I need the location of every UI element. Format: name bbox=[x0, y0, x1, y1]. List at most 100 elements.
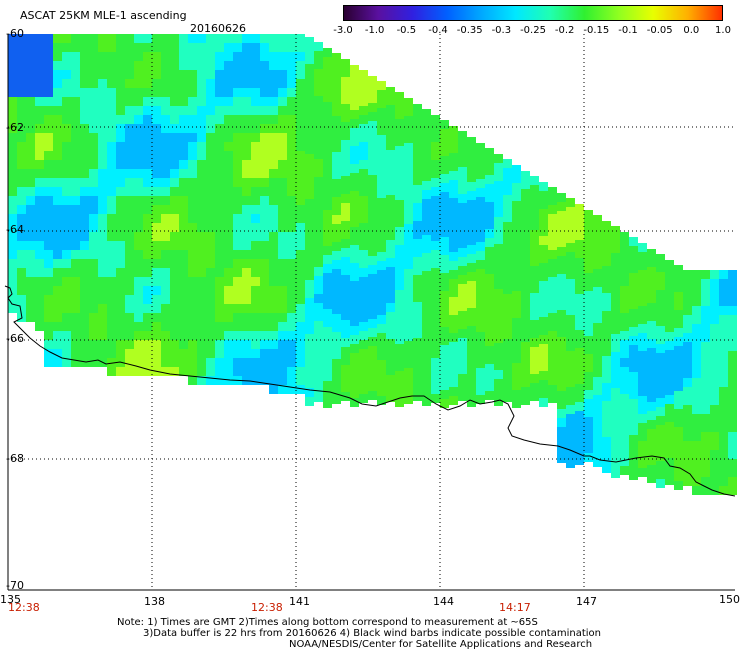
data-cell bbox=[26, 88, 35, 97]
data-cell bbox=[611, 460, 620, 469]
data-cell bbox=[368, 175, 377, 184]
data-cell bbox=[656, 461, 665, 470]
data-cell bbox=[152, 97, 161, 106]
data-cell bbox=[152, 34, 161, 43]
data-cell bbox=[350, 245, 359, 254]
data-cell bbox=[557, 400, 566, 409]
data-cell bbox=[296, 313, 305, 322]
data-cell bbox=[539, 299, 548, 308]
data-cell bbox=[530, 257, 539, 266]
data-cell bbox=[71, 268, 80, 277]
data-cell bbox=[530, 293, 539, 302]
data-cell bbox=[71, 196, 80, 205]
data-cell bbox=[323, 219, 332, 228]
data-cell bbox=[476, 305, 485, 314]
data-cell bbox=[368, 85, 377, 94]
data-cell bbox=[251, 331, 260, 340]
data-cell bbox=[134, 268, 143, 277]
data-cell bbox=[80, 133, 89, 142]
data-cell bbox=[242, 250, 251, 259]
data-cell bbox=[305, 37, 314, 46]
data-cell bbox=[260, 106, 269, 115]
data-cell bbox=[359, 196, 368, 205]
data-cell bbox=[251, 358, 260, 367]
data-cell bbox=[503, 294, 512, 303]
data-cell bbox=[638, 360, 647, 369]
data-cell bbox=[170, 52, 179, 61]
data-cell bbox=[17, 169, 26, 178]
time-label-2: 12:38 bbox=[251, 601, 283, 614]
data-cell bbox=[539, 335, 548, 344]
data-cell bbox=[620, 457, 629, 466]
data-cell bbox=[620, 367, 629, 376]
data-cell bbox=[242, 241, 251, 250]
data-cell bbox=[431, 232, 440, 241]
data-cell bbox=[107, 142, 116, 151]
data-cell bbox=[611, 379, 620, 388]
data-cell bbox=[179, 97, 188, 106]
data-cell bbox=[350, 236, 359, 245]
data-cell bbox=[476, 188, 485, 197]
data-cell bbox=[17, 97, 26, 106]
data-cell bbox=[71, 43, 80, 52]
data-cell bbox=[719, 459, 728, 468]
data-cell bbox=[134, 241, 143, 250]
data-cell bbox=[611, 433, 620, 442]
data-cell bbox=[368, 274, 377, 283]
data-cell bbox=[422, 325, 431, 334]
data-cell bbox=[224, 277, 233, 286]
data-cell bbox=[179, 313, 188, 322]
data-cell bbox=[422, 343, 431, 352]
data-cell bbox=[485, 274, 494, 283]
data-cell bbox=[359, 115, 368, 124]
data-cell bbox=[152, 169, 161, 178]
data-cell bbox=[575, 312, 584, 321]
data-cell bbox=[314, 222, 323, 231]
data-cell bbox=[152, 106, 161, 115]
data-cell bbox=[251, 223, 260, 232]
data-cell bbox=[197, 250, 206, 259]
data-cell bbox=[350, 344, 359, 353]
data-cell bbox=[449, 207, 458, 216]
data-cell bbox=[359, 268, 368, 277]
data-cell bbox=[674, 481, 683, 490]
data-cell bbox=[476, 278, 485, 287]
data-cell bbox=[485, 283, 494, 292]
data-cell bbox=[188, 169, 197, 178]
data-cell bbox=[8, 160, 17, 169]
data-cell bbox=[287, 223, 296, 232]
data-cell bbox=[116, 367, 125, 376]
data-cell bbox=[584, 444, 593, 453]
data-cell bbox=[143, 106, 152, 115]
data-cell bbox=[386, 285, 395, 294]
data-cell bbox=[80, 250, 89, 259]
data-cell bbox=[215, 268, 224, 277]
data-cell bbox=[503, 159, 512, 168]
data-cell bbox=[107, 88, 116, 97]
data-cell bbox=[251, 106, 260, 115]
data-cell bbox=[350, 65, 359, 74]
data-cell bbox=[593, 458, 602, 467]
data-cell bbox=[521, 333, 530, 342]
data-cell bbox=[269, 367, 278, 376]
data-cell bbox=[44, 133, 53, 142]
data-cell bbox=[647, 294, 656, 303]
data-cell bbox=[350, 335, 359, 344]
data-cell bbox=[422, 334, 431, 343]
data-cell bbox=[206, 61, 215, 70]
data-cell bbox=[107, 151, 116, 160]
data-cell bbox=[422, 109, 431, 118]
data-cell bbox=[215, 151, 224, 160]
data-cell bbox=[629, 273, 638, 282]
data-cell bbox=[431, 205, 440, 214]
data-cell bbox=[152, 52, 161, 61]
data-cell bbox=[161, 151, 170, 160]
data-cell bbox=[80, 358, 89, 367]
data-cell bbox=[242, 133, 251, 142]
data-cell bbox=[728, 279, 737, 288]
data-cell bbox=[503, 330, 512, 339]
data-cell bbox=[656, 398, 665, 407]
data-cell bbox=[386, 267, 395, 276]
data-cell bbox=[71, 97, 80, 106]
data-cell bbox=[188, 376, 197, 385]
